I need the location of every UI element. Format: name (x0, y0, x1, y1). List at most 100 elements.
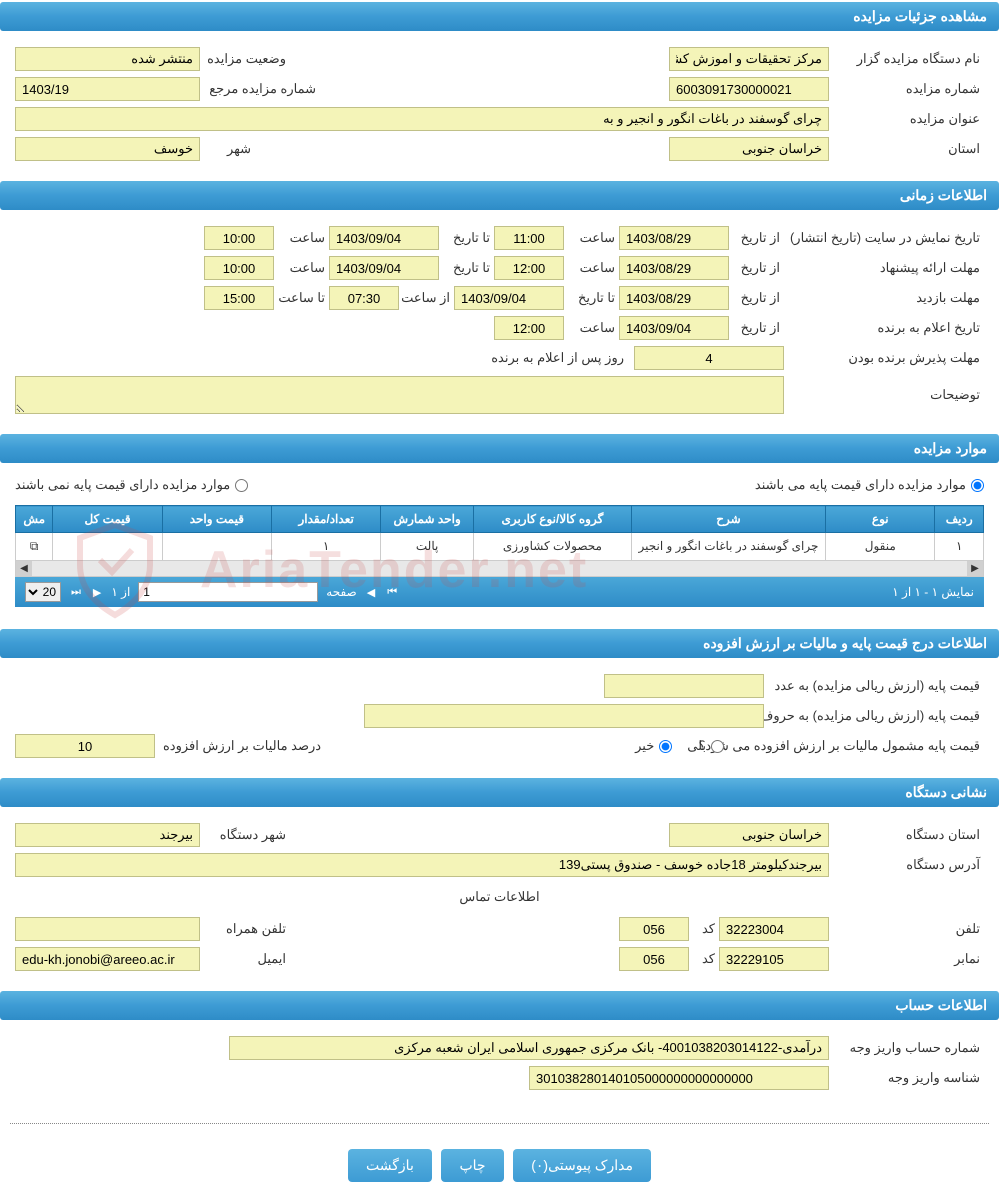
field-base-num[interactable] (604, 674, 764, 698)
label-mobile: تلفن همراه (200, 921, 290, 937)
field-vat-pct[interactable] (15, 734, 155, 758)
label-org-province: استان دستگاه (829, 827, 984, 843)
label-to-date-3: تا تاریخ (564, 290, 619, 306)
field-publish-from-time[interactable] (494, 226, 564, 250)
pager-first-icon[interactable]: ⏮ (385, 586, 399, 599)
label-city: شهر (200, 141, 255, 157)
field-acc-no[interactable] (229, 1036, 829, 1060)
col-more: مش (16, 506, 53, 533)
field-visit-to-time[interactable] (204, 286, 274, 310)
field-dep-id[interactable] (529, 1066, 829, 1090)
label-contact: اطلاعات تماس (15, 883, 984, 911)
field-ref-no[interactable] (15, 77, 200, 101)
pager-last-icon[interactable]: ⏭ (69, 586, 83, 599)
col-row: ردیف (935, 506, 984, 533)
items-table-container: ردیف نوع شرح گروه کالا/نوع کاربری واحد ش… (15, 505, 984, 607)
print-button[interactable]: چاپ (441, 1149, 503, 1182)
field-visit-from-date[interactable] (619, 286, 729, 310)
label-visit: مهلت بازدید (784, 290, 984, 306)
field-visit-to-date[interactable] (454, 286, 564, 310)
label-title: عنوان مزایده (829, 111, 984, 127)
separator (10, 1123, 989, 1124)
label-to-date-2: تا تاریخ (439, 260, 494, 276)
field-announce-time[interactable] (494, 316, 564, 340)
label-vat-pct: درصد مالیات بر ارزش افزوده (155, 738, 325, 754)
field-publish-to-date[interactable] (329, 226, 439, 250)
radio-vat-no-input[interactable] (659, 740, 672, 753)
field-announce-date[interactable] (619, 316, 729, 340)
scroll-right-icon[interactable]: ▶ (967, 561, 983, 576)
field-title[interactable] (15, 107, 829, 131)
back-button[interactable]: بازگشت (348, 1149, 432, 1182)
details-section: نام دستگاه مزایده گزار وضعیت مزایده شمار… (0, 33, 999, 179)
radio-vat-yes[interactable]: بلی (687, 738, 724, 754)
label-from-date-3: از تاریخ (729, 290, 784, 306)
field-base-text[interactable] (364, 704, 764, 728)
label-announce: تاریخ اعلام به برنده (784, 320, 984, 336)
radio-no-base[interactable]: موارد مزایده دارای قیمت پایه نمی باشند (15, 477, 248, 493)
account-section: شماره حساب واریز وجه شناسه واریز وجه (0, 1022, 999, 1108)
radio-vat-no[interactable]: خیر (635, 738, 672, 754)
label-time-1: ساعت (564, 230, 619, 246)
col-unit: واحد شمارش (381, 506, 474, 533)
field-auction-no[interactable] (669, 77, 829, 101)
field-offer-from-date[interactable] (619, 256, 729, 280)
table-cell-group: محصولات کشاورزی (473, 533, 631, 561)
label-time-4: ساعت (274, 260, 329, 276)
scroll-left-icon[interactable]: ◀ (16, 561, 32, 576)
field-fax[interactable] (719, 947, 829, 971)
label-time-3: ساعت (564, 260, 619, 276)
table-cell-total_price (53, 533, 162, 561)
pager-page-input[interactable] (138, 582, 318, 602)
field-phone[interactable] (719, 917, 829, 941)
field-notes[interactable] (15, 376, 784, 414)
pager-per-page-select[interactable]: 20 (25, 582, 61, 602)
time-section: تاریخ نمایش در سایت (تاریخ انتشار) از تا… (0, 212, 999, 432)
col-group: گروه کالا/نوع کاربری (473, 506, 631, 533)
pager-summary: نمایش ۱ - ۱ از ۱ (892, 585, 974, 599)
field-province[interactable] (669, 137, 829, 161)
field-org-city[interactable] (15, 823, 200, 847)
pager-page-label: صفحه (326, 585, 356, 599)
pager-next-icon[interactable]: ▶ (91, 586, 103, 599)
field-org-address[interactable] (15, 853, 829, 877)
label-fax-code: کد (689, 951, 719, 967)
table-cell-more[interactable]: ⧉ (16, 533, 53, 561)
field-city[interactable] (15, 137, 200, 161)
field-org-name[interactable] (669, 47, 829, 71)
table-cell-row: ۱ (935, 533, 984, 561)
label-org-name: نام دستگاه مزایده گزار (829, 51, 984, 67)
field-status[interactable] (15, 47, 200, 71)
field-email[interactable] (15, 947, 200, 971)
field-mobile[interactable] (15, 917, 200, 941)
items-section: موارد مزایده دارای قیمت پایه می باشند مو… (0, 465, 999, 627)
field-offer-from-time[interactable] (494, 256, 564, 280)
pager-prev-icon[interactable]: ◀ (365, 586, 377, 599)
field-offer-to-time[interactable] (204, 256, 274, 280)
field-accept-days[interactable] (634, 346, 784, 370)
items-table: ردیف نوع شرح گروه کالا/نوع کاربری واحد ش… (15, 505, 984, 561)
label-accept-suffix: روز پس از اعلام به برنده (483, 350, 634, 366)
label-vat-q: قیمت پایه مشمول مالیات بر ارزش افزوده می… (724, 738, 984, 754)
field-offer-to-date[interactable] (329, 256, 439, 280)
field-visit-from-time[interactable] (329, 286, 399, 310)
field-fax-code[interactable] (619, 947, 689, 971)
label-base-text: قیمت پایه (ارزش ریالی مزایده) به حروف (764, 708, 984, 724)
label-from-date-4: از تاریخ (729, 320, 784, 336)
table-cell-unit_price (162, 533, 271, 561)
label-email: ایمیل (200, 951, 290, 967)
label-notes: توضیحات (784, 387, 984, 403)
field-publish-to-time[interactable] (204, 226, 274, 250)
field-org-province[interactable] (669, 823, 829, 847)
label-time-5: ساعت (564, 320, 619, 336)
radio-no-base-input[interactable] (235, 479, 248, 492)
radio-has-base[interactable]: موارد مزایده دارای قیمت پایه می باشند (755, 477, 984, 493)
section-header-account: اطلاعات حساب (0, 991, 999, 1020)
label-from-date-1: از تاریخ (729, 230, 784, 246)
radio-vat-yes-input[interactable] (711, 740, 724, 753)
attachments-button[interactable]: مدارک پیوستی(۰) (513, 1149, 651, 1182)
horizontal-scrollbar[interactable]: ▶ ◀ (15, 561, 984, 577)
radio-has-base-input[interactable] (971, 479, 984, 492)
field-publish-from-date[interactable] (619, 226, 729, 250)
field-phone-code[interactable] (619, 917, 689, 941)
